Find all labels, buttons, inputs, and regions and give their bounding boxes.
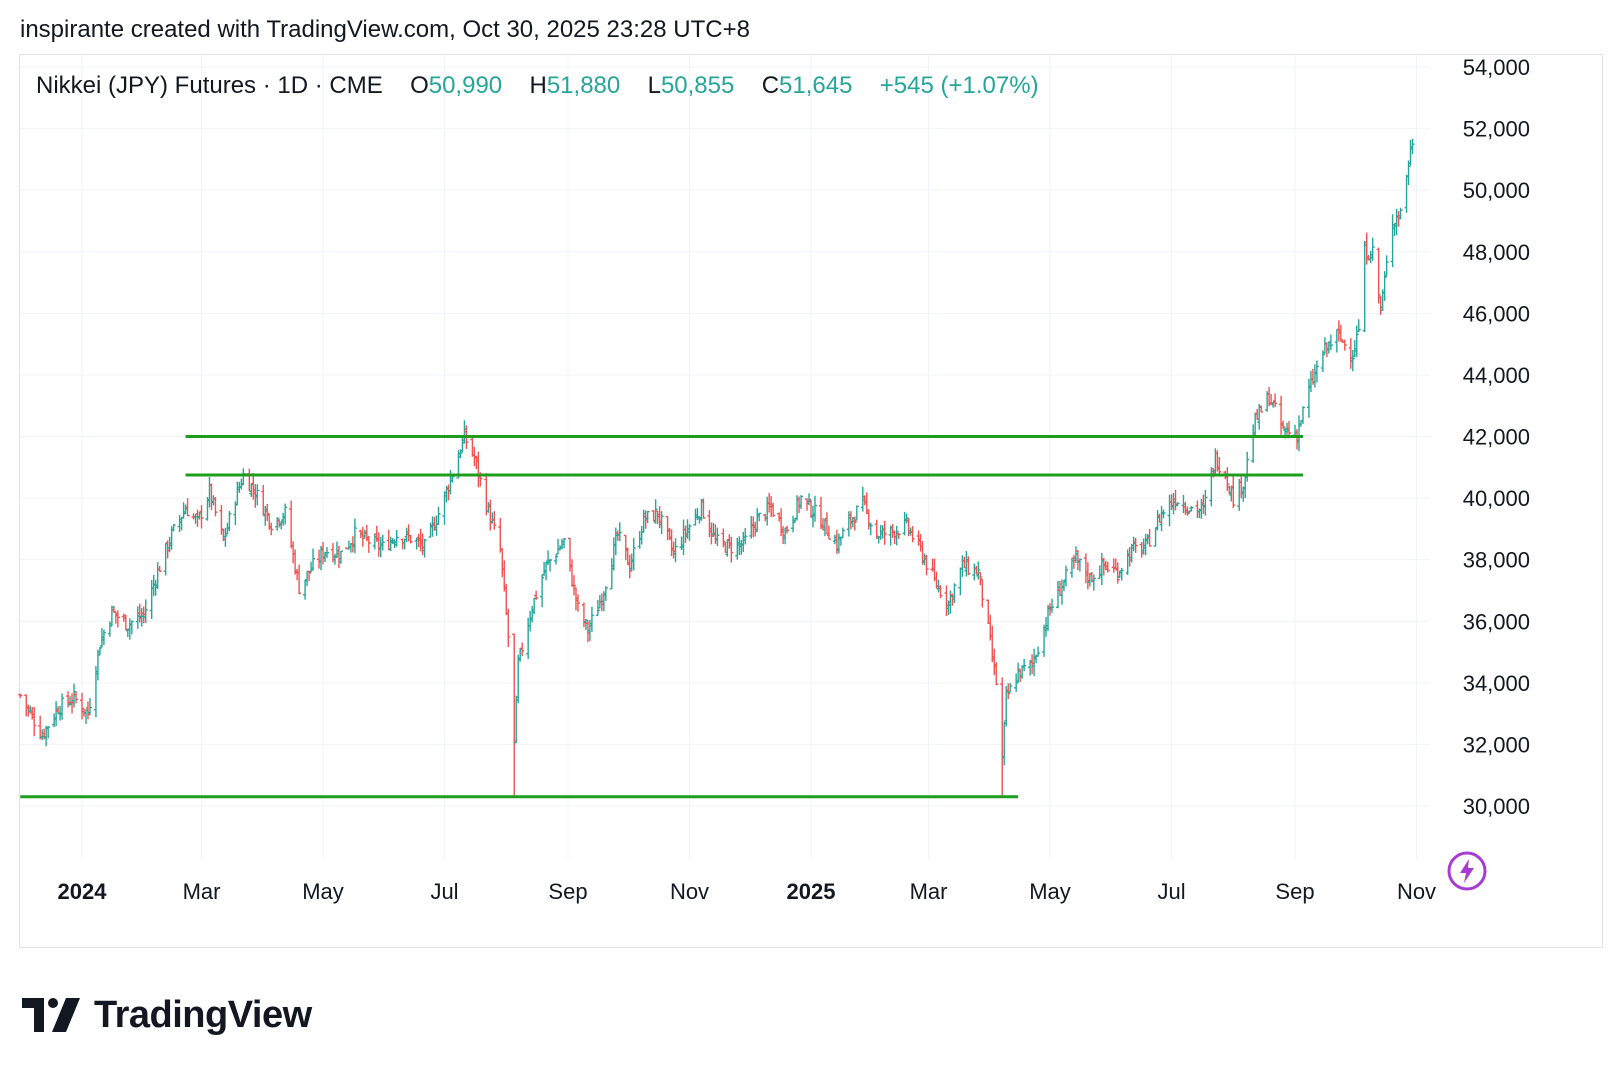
y-tick-label: 50,000 [1463,178,1530,203]
x-tick-label: 2025 [787,879,836,904]
y-tick-label: 38,000 [1463,548,1530,573]
x-tick-label: May [302,879,344,904]
x-tick-label: Nov [670,879,709,904]
ohlc-legend: Nikkei (JPY) Futures · 1D · CME O50,990 … [36,72,1039,100]
y-tick-label: 44,000 [1463,363,1530,388]
x-tick-label: Mar [910,879,948,904]
close-value: 51,645 [779,72,853,99]
lightning-bolt-icon[interactable] [1446,850,1488,897]
x-tick-label: Nov [1397,879,1436,904]
close-label: C [761,72,780,99]
y-tick-label: 46,000 [1463,301,1530,326]
y-tick-label: 30,000 [1463,794,1530,819]
price-chart[interactable]: 30,000 32,000 34,000 36,000 38,000 40,000 42,0… [0,0,1618,960]
tradingview-logo[interactable]: TradingView [22,990,312,1040]
x-tick-label: Sep [548,879,587,904]
high-label: H [529,72,547,99]
open-value: 50,990 [428,72,503,99]
y-tick-label: 52,000 [1463,117,1530,142]
tradingview-logo-icon [22,998,80,1032]
y-tick-label: 34,000 [1463,671,1530,696]
y-tick-label: 32,000 [1463,732,1530,757]
tradingview-logo-text: TradingView [94,993,312,1036]
y-tick-label: 36,000 [1463,609,1530,634]
y-tick-label: 42,000 [1463,425,1530,450]
high-value: 51,880 [546,72,621,99]
low-label: L [647,72,661,99]
change-value: +545 (+1.07%) [879,72,1039,99]
x-tick-label: Jul [430,879,458,904]
y-tick-label: 40,000 [1463,486,1530,511]
y-tick-label: 54,000 [1463,55,1530,80]
x-tick-label: 2024 [58,879,108,904]
x-tick-label: Sep [1275,879,1314,904]
x-tick-label: Mar [183,879,221,904]
chart-header-title: inspirante created with TradingView.com,… [20,16,750,43]
y-tick-label: 48,000 [1463,240,1530,265]
open-label: O [410,72,429,99]
x-tick-label: Jul [1157,879,1185,904]
symbol-label: Nikkei (JPY) Futures · 1D · CME [36,72,383,99]
x-tick-label: May [1029,879,1071,904]
low-value: 50,855 [660,72,735,99]
